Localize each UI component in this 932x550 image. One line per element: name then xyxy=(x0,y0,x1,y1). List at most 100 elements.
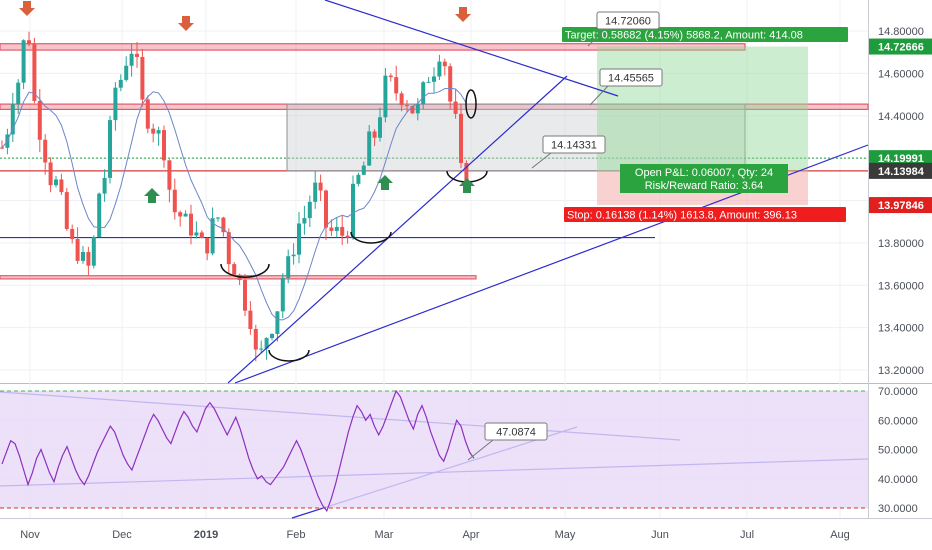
candle-body xyxy=(0,147,4,149)
pnl-box[interactable] xyxy=(620,164,788,193)
candle-body xyxy=(75,239,80,261)
candles xyxy=(0,31,469,362)
arc-marker[interactable] xyxy=(350,231,392,244)
candle-body xyxy=(437,61,442,77)
buy-arrow-icon[interactable] xyxy=(459,178,475,193)
stop-label-group[interactable]: Stop: 0.16138 (1.14%) 1613.8, Amount: 39… xyxy=(564,207,846,222)
candle-body xyxy=(243,279,247,311)
rsi-band xyxy=(0,391,868,508)
candle-body xyxy=(351,183,355,238)
callout-range-top: 14.45565 xyxy=(608,73,654,85)
callout-range-bottom-box[interactable] xyxy=(542,135,606,154)
candle-body xyxy=(102,177,107,194)
target-label: Target: 0.58682 (4.15%) 5868.2, Amount: … xyxy=(565,30,803,42)
candle-body xyxy=(367,131,372,166)
price-tick-label: 13.20000 xyxy=(878,365,924,377)
candle-body xyxy=(248,310,253,329)
price-badge: 14.13984 xyxy=(878,166,925,178)
candle-body xyxy=(372,131,377,138)
range-box xyxy=(286,103,746,172)
candle-body xyxy=(291,254,296,257)
candle-body xyxy=(135,53,139,57)
price-badge-box xyxy=(869,162,932,179)
candle-body xyxy=(334,226,339,231)
candle-body xyxy=(140,56,145,100)
target-label-group[interactable]: Target: 0.58682 (4.15%) 5868.2, Amount: … xyxy=(562,27,848,42)
candle-body xyxy=(27,40,31,45)
callout-target-box[interactable] xyxy=(596,11,660,30)
stop-label-box[interactable] xyxy=(564,207,846,222)
sell-arrow-icon[interactable] xyxy=(19,1,35,16)
buy-arrow-icon[interactable] xyxy=(144,188,160,203)
candle-body xyxy=(221,217,226,233)
candle-body xyxy=(253,328,258,350)
time-tick-label: Nov xyxy=(20,529,40,541)
candle-body xyxy=(178,212,183,217)
callout-rsi-pointer xyxy=(467,439,494,461)
candle-body xyxy=(124,65,129,80)
arc-marker[interactable] xyxy=(268,349,310,362)
buy-arrow-icon[interactable] xyxy=(377,175,393,190)
callout-range-bottom: 14.14331 xyxy=(551,140,597,152)
price-badge-box xyxy=(869,38,932,55)
candle-body xyxy=(216,217,220,219)
time-tick-label: Jul xyxy=(740,529,754,541)
time-tick-label: Apr xyxy=(462,529,479,541)
callout-range-top-box[interactable] xyxy=(599,68,663,87)
time-tick-label: May xyxy=(555,529,576,541)
arc-marker[interactable] xyxy=(220,263,270,278)
trend-line-upper[interactable] xyxy=(324,0,619,97)
candle-body xyxy=(383,75,388,118)
candle-body xyxy=(264,338,269,349)
candle-body xyxy=(340,226,345,236)
callout-range-bottom-pointer xyxy=(531,152,552,169)
price-badge: 14.72666 xyxy=(878,42,924,54)
ma-line xyxy=(1,87,467,321)
candle-body xyxy=(275,311,280,334)
candle-body xyxy=(286,256,291,278)
price-tick-label: 13.40000 xyxy=(878,323,924,335)
time-tick-label: Mar xyxy=(375,529,394,541)
candle-body xyxy=(459,113,463,164)
ellipse-marker[interactable] xyxy=(465,89,477,119)
price-tick-label: 14.60000 xyxy=(878,68,924,80)
callout-rsi-box[interactable] xyxy=(484,422,548,441)
trend-line-rising[interactable] xyxy=(227,75,568,384)
rsi-line xyxy=(1,389,475,513)
candle-body xyxy=(86,251,91,266)
candle-body xyxy=(64,192,69,229)
candle-body xyxy=(145,99,150,129)
sell-arrow-icon[interactable] xyxy=(455,7,471,22)
candle-body xyxy=(259,348,264,350)
sell-arrow-icon[interactable] xyxy=(178,16,194,31)
rsi-tick-label: 30.0000 xyxy=(878,503,918,515)
candle-body xyxy=(91,236,96,266)
candle-body xyxy=(10,103,15,135)
candle-body xyxy=(189,213,193,236)
profit-zone[interactable] xyxy=(597,46,808,171)
candle-body xyxy=(199,232,204,238)
time-tick-label: Feb xyxy=(287,529,306,541)
rsi-panel xyxy=(0,389,868,513)
candle-body xyxy=(210,218,215,254)
rsi-tick-label: 60.0000 xyxy=(878,415,918,427)
candle-body xyxy=(302,218,307,224)
position-tool[interactable] xyxy=(597,46,808,206)
callout-target: 14.72060 xyxy=(605,16,651,28)
candle-body xyxy=(297,223,301,255)
price-tick-label: 14.40000 xyxy=(878,111,924,123)
target-label-box[interactable] xyxy=(562,27,848,42)
price-badge: 14.19991 xyxy=(878,153,924,165)
candle-body xyxy=(48,162,53,186)
candle-body xyxy=(345,235,350,238)
candle-body xyxy=(129,53,134,66)
candle-body xyxy=(113,87,118,121)
candle-body xyxy=(194,232,199,236)
price-tick-label: 14.80000 xyxy=(878,26,924,38)
candle-body xyxy=(232,264,237,275)
candle-body xyxy=(307,201,312,219)
price-badge: 13.97846 xyxy=(878,200,924,212)
labels: Target: 0.58682 (4.15%) 5868.2, Amount: … xyxy=(467,11,848,461)
